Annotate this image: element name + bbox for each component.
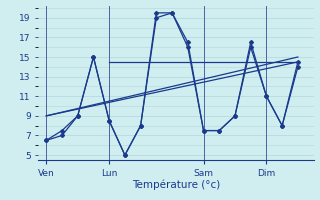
X-axis label: Température (°c): Température (°c) xyxy=(132,179,220,190)
